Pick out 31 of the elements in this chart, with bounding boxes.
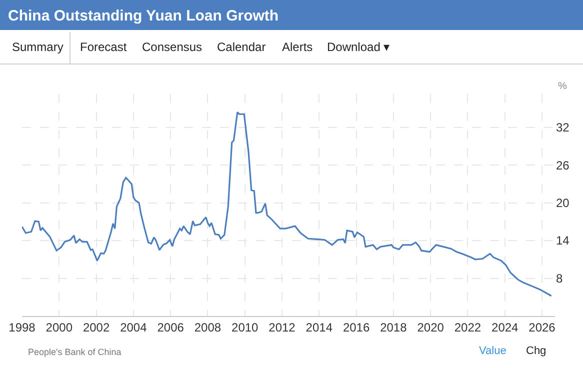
x-tick-label: 2024 <box>492 320 519 334</box>
x-tick-label: 2012 <box>268 320 296 334</box>
y-tick-label: 26 <box>556 158 570 172</box>
x-tick-label: 2004 <box>120 320 148 334</box>
text: People's Bank of China <box>28 347 122 357</box>
text: Chg <box>526 345 546 357</box>
x-tick-label: 2006 <box>157 320 184 334</box>
x-tick-label: 2022 <box>454 320 482 334</box>
y-tick-label: 14 <box>556 234 570 248</box>
x-tick-label: 2002 <box>82 320 110 334</box>
text: Alerts <box>282 40 313 54</box>
text: Calendar <box>217 40 266 54</box>
text: Value <box>479 345 506 357</box>
x-tick-label: 2016 <box>342 320 370 334</box>
chart-title: China Outstanding Yuan Loan Growth <box>8 7 279 24</box>
text: Forecast <box>80 40 128 54</box>
x-tick-label: 2000 <box>46 320 73 334</box>
y-tick-label: 20 <box>556 196 570 210</box>
y-tick-label: 32 <box>556 120 570 135</box>
x-tick-label: 2018 <box>380 320 408 334</box>
y-axis-title: % <box>558 81 567 92</box>
x-tick-label: 1998 <box>8 320 36 334</box>
y-tick-label: 8 <box>556 271 563 286</box>
x-tick-label: 2020 <box>417 320 444 334</box>
x-tick-label: 2008 <box>194 320 222 334</box>
x-tick-label: 2026 <box>528 320 556 334</box>
x-tick-label: 2014 <box>306 320 333 334</box>
text: Summary <box>12 40 64 54</box>
text: Download ▾ <box>327 40 390 54</box>
x-tick-label: 2010 <box>232 320 259 334</box>
text: Consensus <box>142 40 202 54</box>
